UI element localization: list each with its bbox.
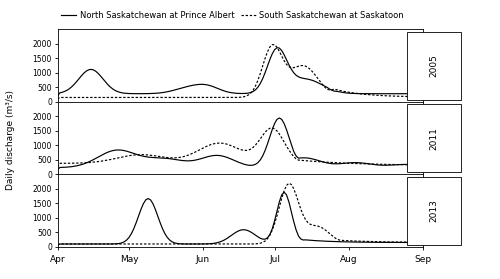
Text: 2005: 2005 (429, 54, 438, 77)
Text: Daily discharge (m³/s): Daily discharge (m³/s) (6, 90, 16, 189)
Text: 2013: 2013 (429, 199, 438, 222)
Text: 2011: 2011 (429, 127, 438, 150)
Legend: North Saskatchewan at Prince Albert, South Saskatchewan at Saskatoon: North Saskatchewan at Prince Albert, Sou… (58, 8, 408, 24)
